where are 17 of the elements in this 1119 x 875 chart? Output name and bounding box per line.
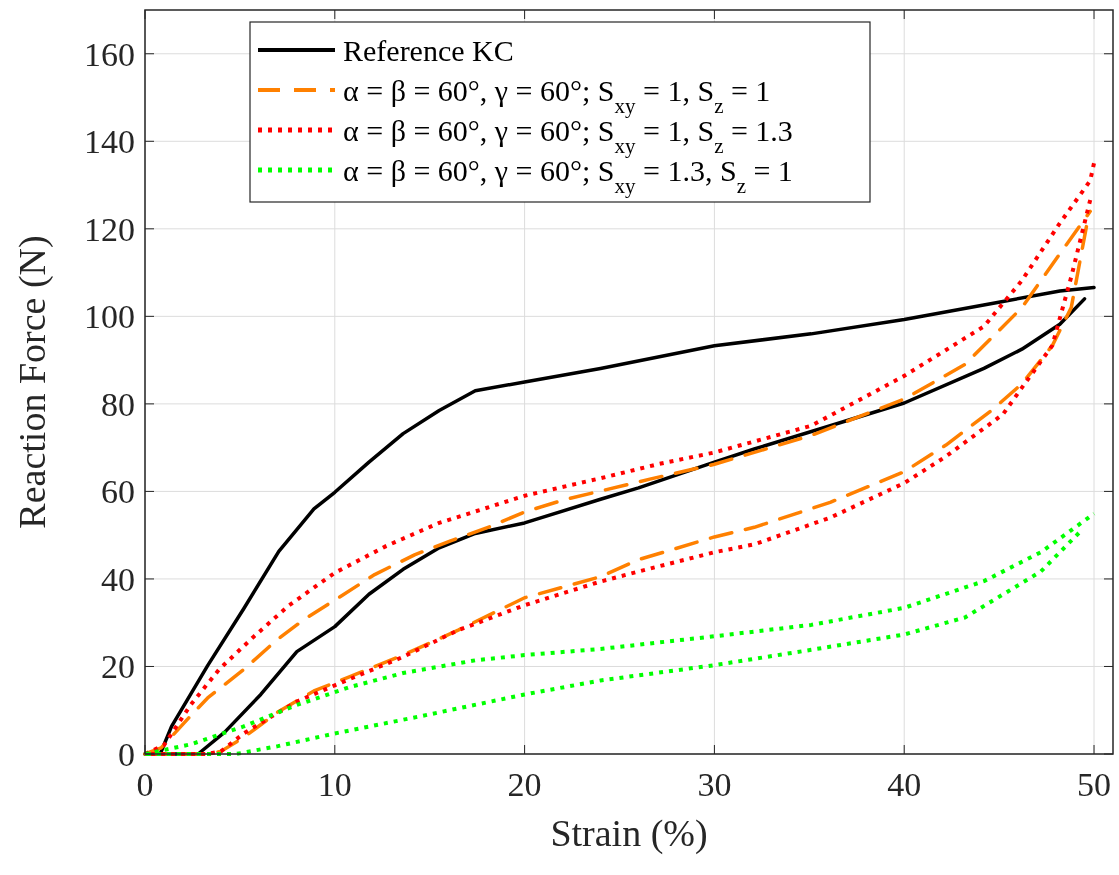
y-tick-label: 0 <box>118 735 135 773</box>
x-tick-label: 50 <box>1077 766 1112 803</box>
y-tick-label: 80 <box>101 385 135 423</box>
legend-label: Reference KC <box>343 33 514 67</box>
y-tick-label: 100 <box>84 298 135 336</box>
y-tick-label: 40 <box>101 560 135 598</box>
x-tick-label: 20 <box>507 766 542 803</box>
x-tick-label: 10 <box>317 766 352 803</box>
y-tick-label: 140 <box>84 123 135 161</box>
y-tick-label: 20 <box>101 648 135 686</box>
y-tick-label: 60 <box>101 473 135 511</box>
y-tick-label: 160 <box>84 35 135 73</box>
y-tick-label: 120 <box>84 210 135 248</box>
x-axis-title: Strain (%) <box>550 812 708 855</box>
x-tick-label: 40 <box>887 766 922 803</box>
x-tick-label: 30 <box>697 766 732 803</box>
y-axis-title: Reaction Force (N) <box>11 235 54 529</box>
